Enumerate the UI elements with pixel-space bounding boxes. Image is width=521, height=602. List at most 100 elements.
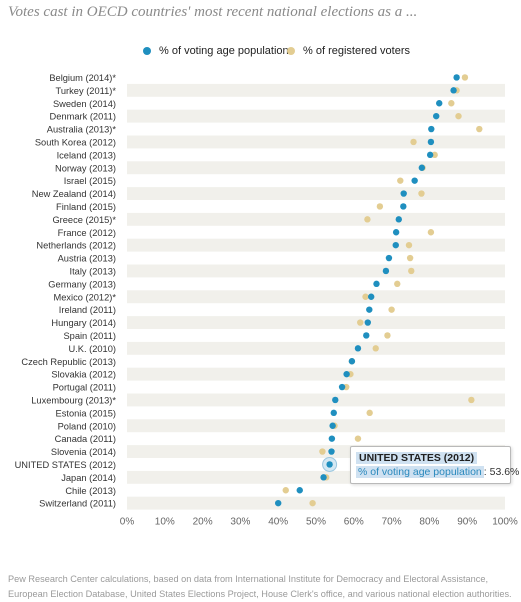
- dot-voting-age: [436, 100, 443, 107]
- dot-voting-age: [367, 293, 375, 300]
- x-tick-label: 40%: [268, 517, 288, 528]
- dot-registered: [410, 138, 417, 146]
- dot-voting-age: [364, 319, 371, 326]
- dot-voting-age: [373, 280, 380, 288]
- dot-registered: [309, 499, 316, 507]
- row-band: [127, 419, 505, 433]
- legend-label-registered: % of registered voters: [303, 45, 410, 57]
- row-band: [127, 264, 505, 278]
- category-label: Chile (2013): [65, 486, 116, 496]
- row-band: [127, 212, 505, 226]
- dot-voting-age: [363, 332, 370, 339]
- category-label: Czech Republic (2013): [21, 357, 116, 367]
- dot-voting-age: [450, 87, 457, 94]
- category-label: Slovenia (2014): [51, 447, 116, 457]
- chart-title: Votes cast in OECD countries' most recen…: [8, 4, 418, 20]
- category-label: Slovakia (2012): [51, 370, 116, 380]
- row-band: [127, 187, 505, 200]
- dot-voting-age: [400, 190, 407, 197]
- x-tick-label: 80%: [419, 517, 439, 528]
- dot-voting-age: [296, 487, 303, 494]
- dot-registered: [394, 280, 401, 288]
- dot-registered: [388, 306, 395, 313]
- row-band: [127, 83, 505, 97]
- category-label: Germany (2013): [48, 279, 116, 289]
- dot-registered: [397, 177, 404, 184]
- legend-item-voting-age[interactable]: % of voting age population: [143, 45, 289, 57]
- dot-registered: [455, 112, 462, 120]
- row-band: [127, 367, 505, 381]
- dot-registered: [418, 190, 425, 197]
- dot-voting-age: [332, 396, 339, 404]
- dot-voting-age: [418, 164, 426, 171]
- dot-voting-age: [354, 345, 362, 352]
- category-label: Finland (2015): [56, 202, 116, 212]
- dot-registered: [372, 345, 379, 352]
- dot-voting-age: [348, 358, 356, 365]
- dot-registered: [408, 267, 415, 275]
- dot-voting-age: [428, 125, 435, 133]
- category-label: New Zealand (2014): [32, 189, 116, 199]
- tooltip-value: 53.6%: [489, 466, 520, 478]
- dot-registered: [384, 332, 391, 339]
- category-label: Japan (2014): [61, 473, 116, 483]
- dot-registered: [364, 216, 371, 223]
- category-label: Greece (2015)*: [52, 215, 116, 225]
- dot-voting-age: [328, 435, 336, 442]
- dot-voting-age: [366, 306, 373, 313]
- dot-registered: [431, 151, 438, 159]
- dot-registered: [406, 254, 414, 262]
- category-label: Ireland (2011): [59, 305, 116, 315]
- x-tick-label: 0%: [120, 517, 135, 528]
- dot-voting-age: [453, 74, 460, 81]
- category-label: Austria (2013): [58, 254, 116, 264]
- category-label: France (2012): [58, 228, 116, 238]
- category-label: Hungary (2014): [51, 318, 116, 328]
- dot-voting-age: [326, 461, 333, 468]
- row-band: [127, 238, 505, 252]
- tooltip-series: % of voting age population: [356, 466, 484, 478]
- category-label: Norway (2013): [55, 163, 116, 173]
- dot-voting-age: [433, 112, 440, 120]
- dot-voting-age: [385, 254, 393, 262]
- row-band: [127, 161, 505, 175]
- category-label: Israel (2015): [64, 176, 116, 186]
- x-tick-label: 60%: [344, 517, 364, 528]
- dot-registered: [366, 409, 373, 417]
- dot-voting-age: [382, 267, 390, 275]
- dot-voting-age: [330, 409, 337, 417]
- dot-voting-age: [275, 499, 282, 507]
- dot-registered: [461, 74, 469, 81]
- dot-registered: [282, 487, 289, 494]
- row-band: [127, 393, 505, 407]
- x-tick-label: 10%: [155, 517, 175, 528]
- dot-voting-age: [395, 216, 402, 223]
- row-band: [127, 496, 505, 510]
- x-tick-label: 100%: [492, 517, 518, 528]
- category-label: Mexico (2012)*: [53, 292, 116, 302]
- dot-registered: [362, 293, 369, 300]
- category-label: Luxembourg (2013)*: [31, 395, 116, 405]
- category-label: Canada (2011): [55, 434, 116, 444]
- legend: % of voting age population % of register…: [0, 45, 521, 61]
- x-tick-label: 30%: [230, 517, 250, 528]
- category-label: Poland (2010): [58, 421, 116, 431]
- category-label: Sweden (2014): [53, 99, 116, 109]
- dot-voting-age: [392, 229, 400, 236]
- x-tick-label: 70%: [382, 517, 402, 528]
- category-label: Spain (2011): [63, 331, 116, 341]
- x-tick-label: 50%: [306, 517, 326, 528]
- dot-voting-age: [427, 138, 435, 146]
- dot-registered: [476, 125, 483, 133]
- category-label: Estonia (2015): [56, 408, 116, 418]
- category-label: U.K. (2010): [68, 344, 116, 354]
- legend-dot-voting-age: [143, 47, 151, 55]
- tooltip-line: % of voting age population: 53.6%: [356, 466, 519, 478]
- dot-voting-age: [426, 151, 434, 159]
- category-label: Netherlands (2012): [36, 241, 116, 251]
- category-label: Australia (2013)*: [47, 125, 117, 135]
- dot-voting-age: [343, 370, 350, 378]
- dot-registered: [357, 319, 364, 326]
- category-label: Denmark (2011): [50, 112, 116, 122]
- legend-item-registered[interactable]: % of registered voters: [287, 45, 410, 57]
